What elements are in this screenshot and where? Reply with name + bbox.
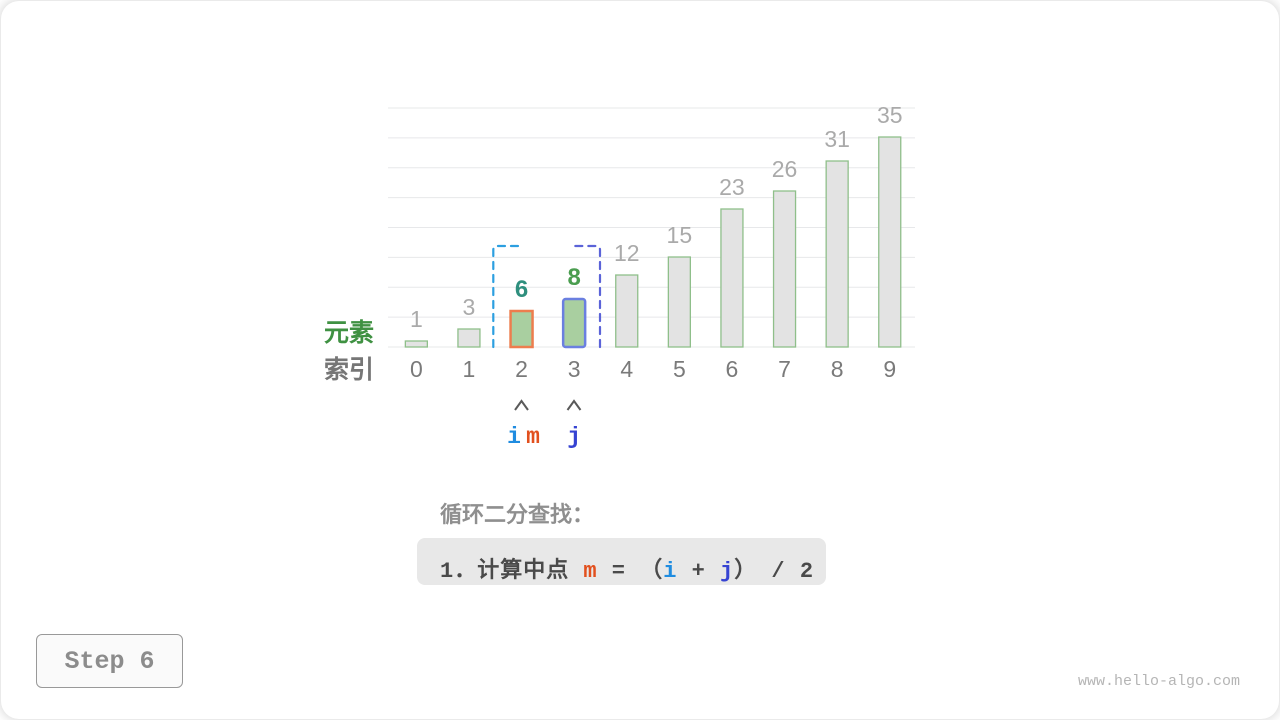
svg-text:1: 1	[463, 356, 476, 382]
svg-text:1: 1	[410, 306, 423, 332]
svg-text:7: 7	[778, 356, 791, 382]
svg-text:26: 26	[772, 156, 798, 182]
svg-text:23: 23	[719, 174, 745, 200]
svg-text:4: 4	[620, 356, 633, 382]
svg-text:8: 8	[831, 356, 844, 382]
svg-text:31: 31	[824, 126, 850, 152]
svg-text:6: 6	[726, 356, 739, 382]
svg-text:2: 2	[515, 356, 528, 382]
svg-text:5: 5	[673, 356, 686, 382]
svg-text:9: 9	[883, 356, 896, 382]
svg-text:8: 8	[567, 264, 580, 291]
svg-text:3: 3	[463, 294, 476, 320]
svg-text:6: 6	[515, 276, 528, 303]
svg-text:12: 12	[614, 240, 640, 266]
svg-text:3: 3	[568, 356, 581, 382]
svg-text:i: i	[507, 424, 521, 450]
svg-text:m: m	[526, 424, 540, 450]
svg-text:j: j	[567, 424, 581, 450]
svg-text:索引: 索引	[324, 356, 374, 384]
svg-text:0: 0	[410, 356, 423, 382]
svg-text:元素: 元素	[324, 319, 374, 347]
svg-text:15: 15	[667, 222, 693, 248]
svg-text:35: 35	[877, 102, 903, 128]
